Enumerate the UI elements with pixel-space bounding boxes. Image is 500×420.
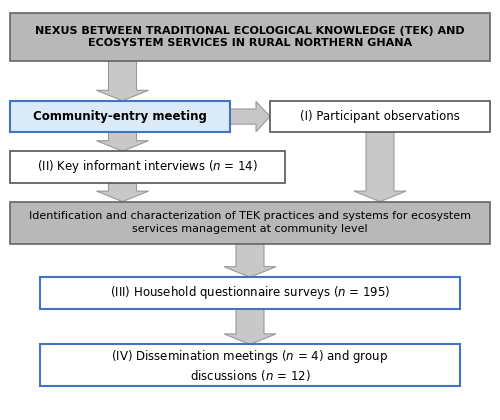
Polygon shape	[230, 101, 270, 132]
Polygon shape	[96, 132, 148, 151]
Text: Community-entry meeting: Community-entry meeting	[33, 110, 207, 123]
Polygon shape	[224, 309, 276, 344]
FancyBboxPatch shape	[10, 13, 490, 61]
Polygon shape	[96, 61, 148, 101]
Text: (IV) Dissemination meetings ($n$ = 4) and group
discussions ($n$ = 12): (IV) Dissemination meetings ($n$ = 4) an…	[112, 348, 388, 383]
Polygon shape	[96, 183, 148, 202]
FancyBboxPatch shape	[270, 101, 490, 132]
FancyBboxPatch shape	[40, 344, 460, 386]
Polygon shape	[354, 132, 406, 202]
FancyBboxPatch shape	[40, 277, 460, 309]
Text: (I) Participant observations: (I) Participant observations	[300, 110, 460, 123]
FancyBboxPatch shape	[10, 151, 285, 183]
Polygon shape	[224, 244, 276, 277]
Text: (II) Key informant interviews ($n$ = 14): (II) Key informant interviews ($n$ = 14)	[37, 158, 258, 176]
Text: (III) Household questionnaire surveys ($n$ = 195): (III) Household questionnaire surveys ($…	[110, 284, 390, 302]
FancyBboxPatch shape	[10, 202, 490, 244]
Text: NEXUS BETWEEN TRADITIONAL ECOLOGICAL KNOWLEDGE (TEK) AND
ECOSYSTEM SERVICES IN R: NEXUS BETWEEN TRADITIONAL ECOLOGICAL KNO…	[35, 26, 465, 48]
Text: Identification and characterization of TEK practices and systems for ecosystem
s: Identification and characterization of T…	[29, 211, 471, 234]
FancyBboxPatch shape	[10, 101, 230, 132]
